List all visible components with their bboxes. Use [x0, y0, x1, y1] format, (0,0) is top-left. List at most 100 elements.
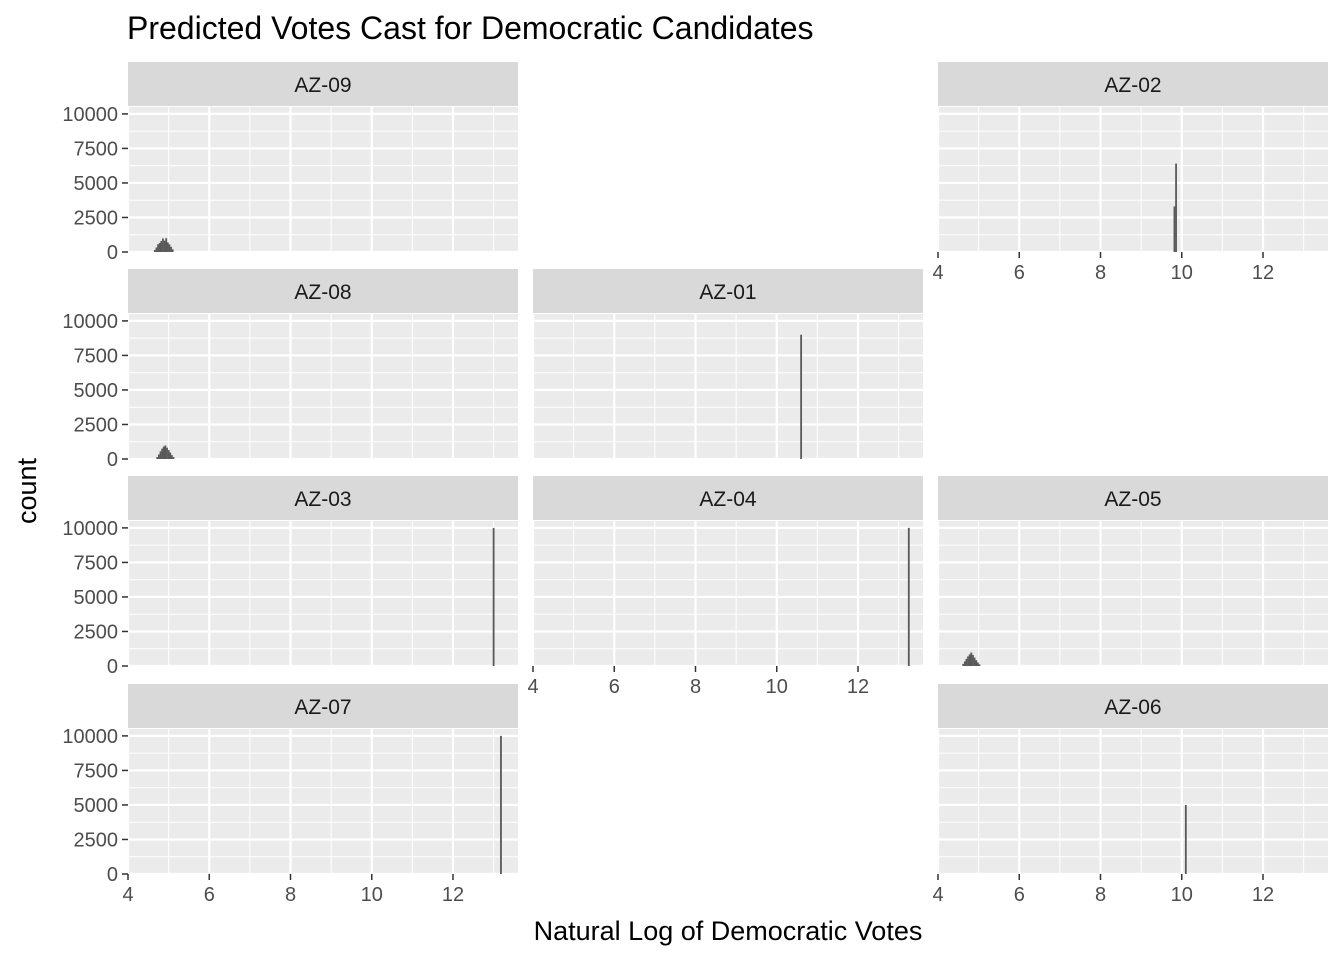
histogram-bar — [159, 451, 162, 459]
y-tick-label: 5000 — [74, 587, 119, 609]
x-tick-label: 6 — [609, 676, 620, 698]
histogram-bar — [963, 661, 966, 666]
y-tick-label: 0 — [107, 864, 118, 886]
y-tick-label: 10000 — [62, 104, 118, 126]
x-tick-label: 12 — [1252, 884, 1274, 906]
histogram-bar — [170, 455, 173, 459]
facet-label: AZ-02 — [1104, 74, 1161, 97]
histogram-bar — [973, 657, 976, 666]
histogram-bar — [970, 652, 973, 666]
histogram-bar — [968, 654, 971, 666]
facet-label: AZ-03 — [294, 488, 351, 511]
facet-strip — [128, 684, 518, 728]
histogram-bar — [161, 448, 164, 459]
histogram-bar — [967, 656, 969, 666]
y-tick-label: 2500 — [74, 621, 119, 643]
x-tick-label: 6 — [1014, 884, 1025, 906]
y-tick-label: 0 — [107, 656, 118, 678]
x-tick-label: 8 — [1095, 884, 1106, 906]
histogram-bar — [972, 654, 974, 666]
histogram-bar — [168, 244, 171, 252]
facet-panel: AZ-05 — [936, 476, 1328, 668]
panel-background — [128, 521, 518, 666]
facet-label: AZ-09 — [294, 74, 351, 97]
histogram-bar — [167, 450, 170, 459]
facet-strip — [128, 269, 518, 313]
chart-title: Predicted Votes Cast for Democratic Cand… — [127, 10, 814, 46]
histogram-bar — [492, 527, 495, 666]
histogram-bar — [157, 454, 160, 459]
histogram-bar — [156, 457, 159, 459]
y-tick-label: 7500 — [74, 138, 119, 160]
panel-background — [533, 521, 923, 666]
y-tick-label: 7500 — [74, 552, 119, 574]
x-tick-label: 6 — [204, 884, 215, 906]
facet-panel: AZ-08 0 2500 5000 7500 10000 — [62, 269, 518, 471]
histogram-bar — [158, 243, 161, 252]
facet-label: AZ-01 — [699, 281, 756, 304]
facet-strip — [128, 62, 518, 106]
histogram-bar — [172, 457, 175, 459]
x-tick-label: 10 — [1171, 262, 1193, 284]
histogram-bar — [1175, 163, 1177, 252]
histogram-bar — [1173, 206, 1176, 252]
x-tick-label: 4 — [932, 262, 943, 284]
histogram-bar — [165, 238, 168, 252]
x-tick-label: 8 — [1095, 262, 1106, 284]
facet-strip — [938, 476, 1328, 520]
facet-panel: AZ-06 4 6 8 10 12 — [932, 684, 1328, 906]
x-axis-title: Natural Log of Democratic Votes — [534, 916, 923, 946]
panel-background — [128, 107, 518, 252]
x-tick-label: 4 — [122, 884, 133, 906]
facet-strip — [938, 62, 1328, 106]
x-tick-label: 4 — [932, 884, 943, 906]
y-tick-label: 10000 — [62, 311, 118, 333]
panel-background — [938, 729, 1328, 874]
y-tick-label: 2500 — [74, 829, 119, 851]
y-tick-label: 10000 — [62, 726, 118, 748]
facet-label: AZ-05 — [1104, 488, 1161, 511]
histogram-bar — [171, 249, 174, 252]
facet-panel: AZ-07 0 2500 5000 7500 10000 4 6 8 10 12 — [62, 684, 518, 906]
facet-panels: AZ-09 0 2500 5000 7500 10000 AZ-02 4 6 8 10 12 AZ-08… — [62, 62, 1328, 906]
facet-strip — [128, 476, 518, 520]
histogram-bar — [160, 240, 163, 252]
histogram-bar — [965, 658, 968, 666]
facet-label: AZ-06 — [1104, 696, 1161, 719]
histogram-bar — [907, 527, 910, 666]
histogram-bar — [978, 664, 981, 666]
histogram-bar — [166, 242, 169, 252]
facet-label: AZ-08 — [294, 281, 351, 304]
y-tick-label: 2500 — [74, 414, 119, 436]
histogram-bar — [153, 250, 156, 252]
panel-background — [128, 729, 518, 874]
y-tick-label: 2500 — [74, 207, 119, 229]
y-tick-label: 0 — [107, 449, 118, 471]
panel-background — [938, 107, 1328, 252]
histogram-bar — [164, 445, 167, 459]
y-tick-label: 7500 — [74, 760, 119, 782]
facet-panel: AZ-02 4 6 8 10 12 — [932, 62, 1328, 284]
histogram-bar — [800, 334, 803, 459]
panel-background — [938, 521, 1328, 666]
histogram-bar — [166, 447, 168, 459]
x-tick-label: 12 — [1252, 262, 1274, 284]
facet-panel: AZ-04 4 6 8 10 12 — [527, 476, 923, 698]
facet-panel: AZ-09 0 2500 5000 7500 10000 — [62, 62, 518, 264]
facet-strip — [533, 476, 923, 520]
histogram-bar — [169, 452, 172, 459]
y-tick-label: 7500 — [74, 345, 119, 367]
x-tick-label: 12 — [847, 676, 869, 698]
histogram-bar — [170, 246, 172, 252]
histogram-bar — [976, 662, 979, 666]
histogram-bar — [962, 664, 965, 666]
y-tick-label: 10000 — [62, 518, 118, 540]
x-tick-label: 4 — [527, 676, 538, 698]
y-tick-label: 0 — [107, 242, 118, 264]
x-tick-label: 6 — [1014, 262, 1025, 284]
facet-panel: AZ-01 — [531, 269, 923, 461]
y-tick-label: 5000 — [74, 380, 119, 402]
facet-strip — [533, 269, 923, 313]
